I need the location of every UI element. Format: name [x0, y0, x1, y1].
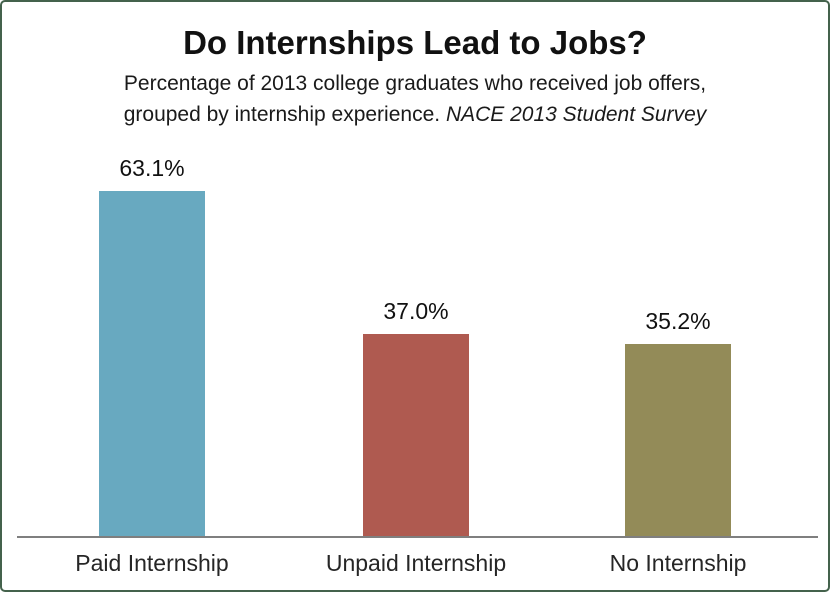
category-label-no-internship: No Internship [609, 550, 747, 576]
bar-group-no-internship: 35.2% [625, 4, 731, 538]
chart-subtitle: Percentage of 2013 college graduates who… [2, 68, 828, 130]
bar-group-unpaid-internship: 37.0% [363, 4, 469, 538]
bar-paid-internship [99, 191, 205, 538]
bar-no-internship [625, 344, 731, 538]
bar-value-label-unpaid-internship: 37.0% [383, 298, 449, 324]
chart-subtitle-line2: grouped by internship experience. [123, 103, 446, 126]
bar-unpaid-internship [363, 334, 469, 538]
bar-value-label-no-internship: 35.2% [645, 308, 711, 334]
chart-subtitle-line1: Percentage of 2013 college graduates who… [123, 72, 707, 95]
bar-group-paid-internship: 63.1% [99, 4, 205, 538]
plot-area: 63.1% 37.0% 35.2% [2, 2, 828, 538]
x-axis-line [17, 536, 818, 538]
chart-title: Do Internships Lead to Jobs? [183, 24, 647, 61]
bar-value-label-paid-internship: 63.1% [119, 155, 185, 181]
chart-subtitle-source: NACE 2013 Student Survey [445, 103, 707, 126]
category-label-paid-internship: Paid Internship [75, 550, 229, 576]
category-label-unpaid-internship: Unpaid Internship [325, 550, 507, 576]
